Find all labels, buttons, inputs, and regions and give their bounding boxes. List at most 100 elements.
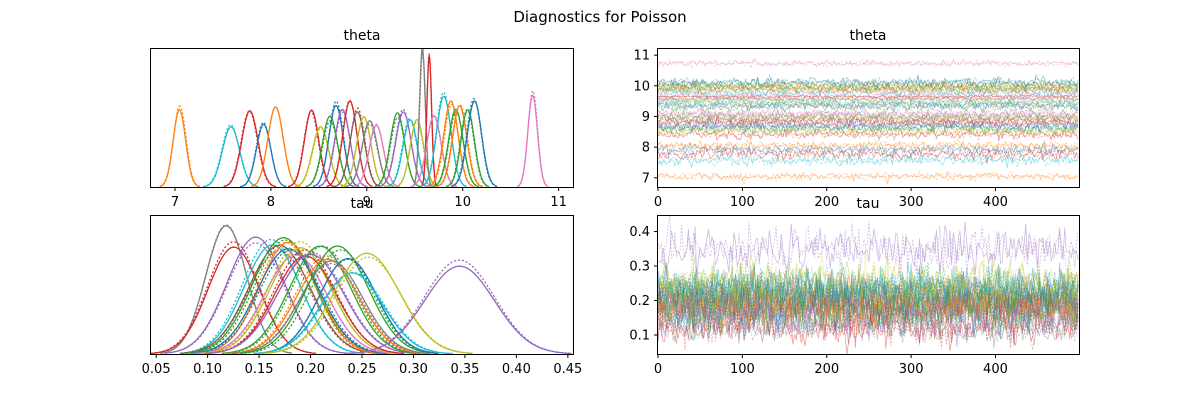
trace-line bbox=[658, 82, 1079, 97]
trace-line bbox=[658, 275, 1079, 338]
density-curve bbox=[254, 258, 439, 354]
x-tick-label: 200 bbox=[814, 362, 839, 377]
trace-line bbox=[658, 57, 1079, 68]
tau-trace-plot-area bbox=[658, 216, 1079, 354]
trace-line bbox=[658, 263, 1079, 314]
density-curve bbox=[432, 111, 480, 187]
trace-line bbox=[658, 266, 1079, 320]
density-curve bbox=[294, 126, 347, 187]
density-curve bbox=[254, 272, 453, 354]
x-tick-label: 200 bbox=[814, 195, 839, 210]
x-tick-label: 0.35 bbox=[450, 362, 479, 377]
theta-density-x-ticks: 7 8 9 10 11 bbox=[171, 187, 567, 210]
trace-line bbox=[658, 80, 1079, 97]
density-curve bbox=[412, 49, 433, 187]
trace-line bbox=[658, 140, 1079, 157]
density-curve bbox=[347, 259, 572, 354]
x-tick-label: 8 bbox=[267, 195, 275, 210]
tau-trace-y-ticks: 0.1 0.2 0.3 0.4 bbox=[629, 225, 658, 344]
trace-line bbox=[658, 79, 1079, 96]
trace-line bbox=[658, 276, 1079, 338]
density-curve bbox=[334, 107, 381, 187]
trace-line bbox=[658, 299, 1079, 354]
trace-line bbox=[658, 276, 1079, 340]
density-curve bbox=[223, 110, 276, 187]
density-curve bbox=[378, 108, 428, 187]
density-curve bbox=[261, 256, 473, 354]
density-curve bbox=[287, 110, 335, 187]
x-tick-label: 100 bbox=[730, 195, 755, 210]
trace-line bbox=[658, 252, 1079, 316]
density-curve bbox=[180, 238, 365, 354]
trace-line bbox=[658, 107, 1079, 121]
trace-line bbox=[658, 109, 1079, 127]
density-curve bbox=[353, 123, 400, 187]
theta-trace-plot-area bbox=[658, 57, 1079, 185]
trace-line bbox=[658, 290, 1079, 342]
trace-line bbox=[658, 77, 1079, 94]
trace-line bbox=[658, 282, 1079, 340]
trace-line bbox=[658, 97, 1079, 113]
trace-line bbox=[658, 150, 1079, 169]
theta-trace-y-ticks: 7 8 9 10 11 bbox=[633, 49, 658, 186]
density-curve bbox=[191, 248, 389, 354]
theta-trace-panel: 0 100 200 300 400 7 8 9 10 11 theta bbox=[633, 28, 1080, 210]
x-tick-label: 0.10 bbox=[193, 362, 222, 377]
trace-line bbox=[658, 93, 1079, 100]
trace-line bbox=[658, 110, 1079, 126]
trace-line bbox=[658, 262, 1079, 317]
trace-line bbox=[658, 73, 1079, 89]
density-curve bbox=[250, 106, 301, 187]
density-curve bbox=[312, 100, 360, 187]
trace-line bbox=[658, 170, 1079, 185]
theta-trace-frame bbox=[657, 48, 1080, 188]
density-curve bbox=[191, 249, 389, 354]
theta-density-plot-area bbox=[159, 49, 549, 187]
density-curve bbox=[221, 245, 420, 354]
trace-line bbox=[658, 262, 1079, 330]
density-curve bbox=[232, 260, 430, 354]
trace-line bbox=[658, 143, 1079, 159]
trace-line bbox=[658, 262, 1079, 322]
trace-line bbox=[658, 271, 1079, 330]
y-tick-label: 0.4 bbox=[629, 225, 650, 240]
trace-line bbox=[658, 108, 1079, 125]
density-curve bbox=[318, 111, 368, 187]
trace-line bbox=[658, 119, 1079, 134]
trace-line bbox=[658, 93, 1079, 108]
x-tick-label: 400 bbox=[983, 195, 1008, 210]
x-tick-label: 300 bbox=[899, 195, 924, 210]
trace-line bbox=[658, 221, 1079, 282]
density-curve bbox=[206, 249, 405, 354]
density-curve bbox=[340, 116, 388, 187]
trace-line bbox=[658, 77, 1079, 93]
trace-line bbox=[658, 107, 1079, 125]
trace-line bbox=[658, 139, 1079, 153]
density-curve bbox=[412, 51, 433, 187]
trace-line bbox=[658, 308, 1079, 351]
trace-line bbox=[658, 151, 1079, 169]
trace-line bbox=[658, 280, 1079, 339]
tau-trace-frame bbox=[657, 215, 1080, 355]
x-tick-label: 0.45 bbox=[553, 362, 582, 377]
y-tick-label: 0.3 bbox=[629, 260, 650, 275]
density-curve bbox=[312, 104, 360, 187]
trace-line bbox=[658, 170, 1079, 185]
x-tick-label: 0 bbox=[654, 195, 662, 210]
trace-line bbox=[658, 272, 1079, 333]
trace-line bbox=[658, 111, 1079, 128]
density-curve bbox=[227, 258, 425, 354]
y-tick-label: 11 bbox=[633, 49, 650, 64]
x-tick-label: 400 bbox=[983, 362, 1008, 377]
density-curve bbox=[159, 105, 200, 187]
trace-line bbox=[658, 126, 1079, 143]
trace-line bbox=[658, 280, 1079, 336]
trace-line bbox=[658, 95, 1079, 103]
trace-line bbox=[658, 276, 1079, 331]
x-tick-label: 300 bbox=[899, 362, 924, 377]
density-curve bbox=[410, 115, 458, 187]
tau-trace-panel: 0 100 200 300 400 0.1 0.2 0.3 0.4 tau bbox=[629, 196, 1080, 377]
trace-line bbox=[658, 58, 1079, 70]
trace-line bbox=[658, 86, 1079, 104]
